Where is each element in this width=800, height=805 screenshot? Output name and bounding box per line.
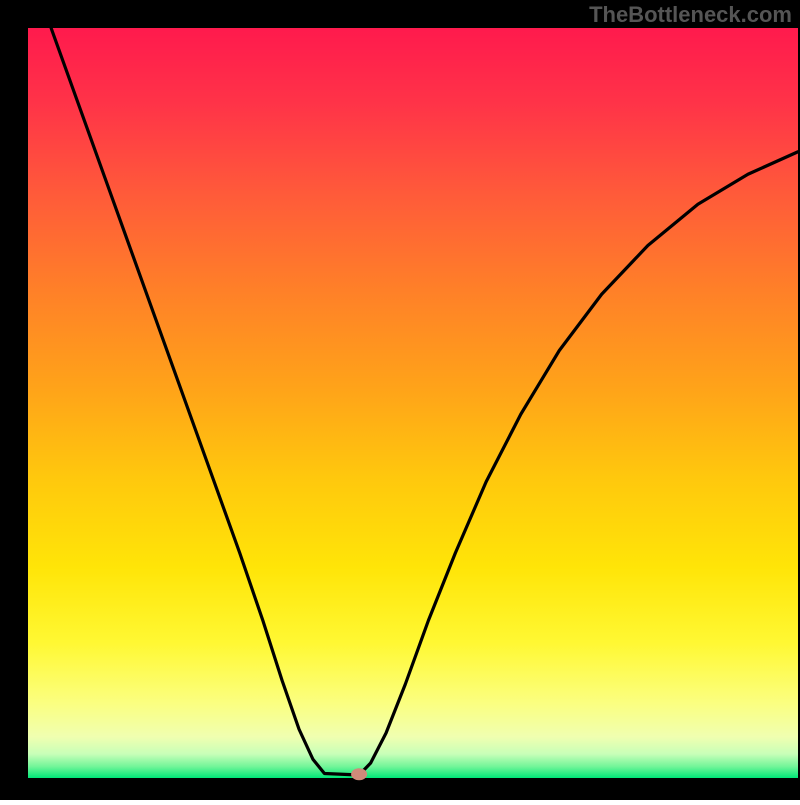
chart-svg (0, 0, 800, 800)
watermark-label: TheBottleneck.com (589, 2, 792, 28)
bottleneck-chart (0, 0, 800, 800)
optimum-marker (351, 768, 367, 780)
